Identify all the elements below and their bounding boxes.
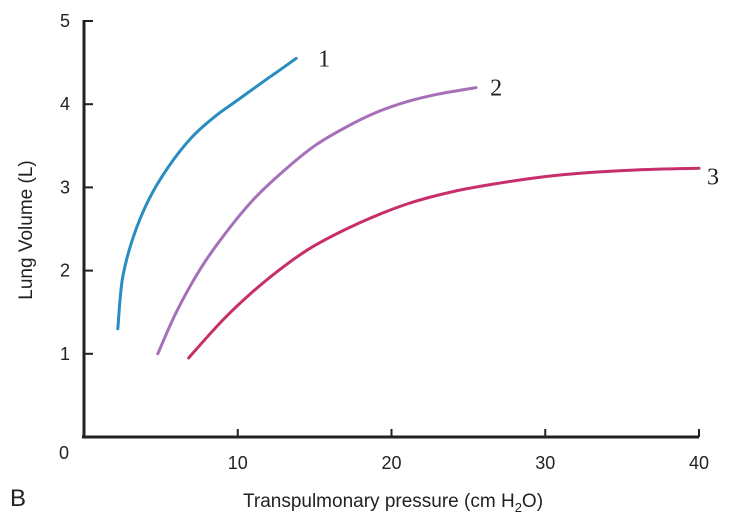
series-2-line [156,86,478,356]
axes [82,20,699,439]
x-tick-label: 10 [228,453,248,473]
series-3-line [187,166,701,360]
x-tick-label: 30 [535,453,555,473]
series-3-label: 3 [707,164,719,190]
origin-label: 0 [59,443,69,463]
x-tick-label: 40 [689,453,709,473]
x-tick-label: 20 [381,453,401,473]
series-1-label: 1 [318,46,330,72]
y-tick-label: 2 [60,261,70,281]
y-tick-label: 1 [60,344,70,364]
x-axis-title-end: O) [522,491,543,512]
y-axis-title: Lung Volume (L) [16,160,37,299]
series-1-line [116,56,298,331]
x-axis-title-main: Transpulmonary pressure (cm H [243,491,515,512]
y-tick-label: 4 [60,94,70,114]
x-axis-title: Transpulmonary pressure (cm H2O) [243,491,543,515]
panel-label: B [10,485,26,512]
x-axis-title-subscript: 2 [515,500,522,515]
series-2-label: 2 [490,76,502,102]
y-tick-label: 3 [60,177,70,197]
series-layer: 1 2 3 [116,46,719,360]
y-tick-label: 5 [60,11,70,31]
